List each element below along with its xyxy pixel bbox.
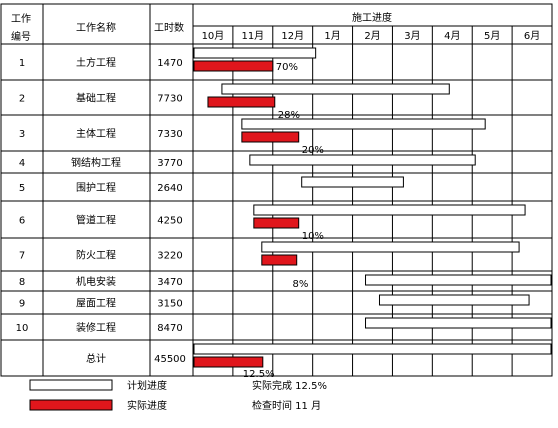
table-row: 8 机电安装 3470 8%: [19, 274, 552, 290]
month-label: 5月: [484, 30, 500, 42]
progress-percent: 20%: [302, 145, 324, 156]
month-label: 10月: [202, 30, 225, 42]
row-hours: 7330: [157, 129, 182, 140]
header-id-line1: 工作: [11, 13, 31, 25]
total-row: 总计 45500 12.5%: [86, 343, 552, 380]
month-label: 3月: [404, 30, 420, 42]
row-id: 6: [19, 216, 25, 227]
header-progress: 施工进度: [352, 11, 392, 24]
legend-actual-label: 实际进度: [127, 399, 167, 412]
row-hours: 45500: [154, 354, 186, 365]
month-label: 11月: [241, 30, 264, 42]
legend: 计划进度 实际进度 实际完成 12.5% 检查时间 11 月: [29, 379, 327, 412]
row-id: 1: [19, 58, 25, 69]
plan-bar: [365, 317, 552, 329]
plan-bar: [301, 176, 404, 188]
row-hours: 7730: [157, 94, 182, 105]
table-row: 1 土方工程 1470 70%: [19, 47, 317, 73]
row-hours: 3150: [157, 299, 182, 310]
actual-bar: [207, 96, 276, 108]
row-id: 3: [19, 129, 25, 140]
table-row: 6 管道工程 4250 10%: [19, 204, 526, 242]
row-id: 10: [16, 323, 29, 334]
legend-summary-done: 实际完成 12.5%: [252, 379, 327, 392]
plan-bar: [253, 204, 526, 216]
table-rows: 1 土方工程 1470 70% 2 基础工程 7730 28% 3 主体工程 7330 20% 4 钢结构…: [16, 47, 552, 380]
row-name: 围护工程: [76, 181, 116, 194]
month-headers: 10月 11月 12月 1月 2月 3月 4月 5月 6月: [202, 30, 541, 42]
plan-bar: [365, 274, 552, 286]
row-hours: 2640: [157, 183, 182, 194]
legend-plan-label: 计划进度: [127, 379, 167, 392]
actual-bar: [193, 60, 274, 72]
table-row: 2 基础工程 7730 28%: [19, 83, 450, 121]
actual-bar: [261, 254, 298, 266]
row-hours: 3470: [157, 277, 182, 288]
legend-actual-swatch: [29, 399, 113, 411]
legend-summary-check: 检查时间 11 月: [252, 399, 321, 412]
table-row: 7 防火工程 3220: [19, 241, 520, 266]
row-name: 总计: [86, 352, 106, 365]
progress-percent: 12.5%: [243, 369, 275, 380]
month-label: 2月: [364, 30, 380, 42]
table-row: 9 屋面工程 3150: [19, 294, 530, 310]
header-hours: 工时数: [154, 21, 184, 34]
row-name: 机电安装: [76, 275, 116, 288]
progress-percent: 8%: [293, 279, 309, 290]
row-hours: 4250: [157, 216, 182, 227]
progress-percent: 70%: [276, 62, 298, 73]
row-name: 土方工程: [76, 56, 116, 69]
row-name: 主体工程: [76, 128, 116, 140]
row-hours: 1470: [157, 58, 182, 69]
row-id: 2: [19, 94, 25, 105]
row-id: 5: [19, 183, 25, 194]
row-id: 9: [19, 299, 25, 310]
month-label: 6月: [524, 30, 540, 42]
row-name: 屋面工程: [76, 298, 116, 310]
plan-bar: [193, 47, 317, 59]
row-id: 4: [19, 158, 25, 169]
plan-bar: [261, 241, 520, 253]
table-row: 5 围护工程 2640: [19, 176, 404, 194]
month-label: 1月: [324, 30, 340, 42]
row-hours: 3220: [157, 251, 182, 262]
row-name: 钢结构工程: [71, 156, 121, 169]
plan-bar: [221, 83, 450, 95]
row-name: 基础工程: [76, 92, 116, 105]
actual-bar: [241, 131, 300, 143]
progress-percent: 10%: [302, 231, 324, 242]
plan-bar: [241, 118, 486, 130]
actual-bar: [193, 356, 264, 368]
month-label: 12月: [281, 30, 304, 42]
row-name: 防火工程: [76, 249, 116, 262]
row-hours: 8470: [157, 323, 182, 334]
plan-bar: [193, 343, 552, 355]
header-name: 工作名称: [76, 21, 116, 34]
actual-bar: [253, 217, 300, 229]
plan-bar: [249, 154, 476, 166]
header-id-line2: 编号: [11, 30, 31, 43]
table-row: 10 装修工程 8470: [16, 317, 552, 334]
row-id: 8: [19, 277, 25, 288]
progress-percent: 28%: [278, 110, 300, 121]
plan-bar: [378, 294, 530, 306]
table-row: 4 钢结构工程 3770: [19, 154, 476, 169]
row-id: 7: [19, 251, 25, 262]
row-name: 管道工程: [76, 214, 116, 227]
row-name: 装修工程: [76, 321, 116, 334]
table-row: 3 主体工程 7330 20%: [19, 118, 486, 156]
month-label: 4月: [444, 30, 460, 42]
row-hours: 3770: [157, 158, 182, 169]
legend-plan-swatch: [29, 379, 113, 391]
